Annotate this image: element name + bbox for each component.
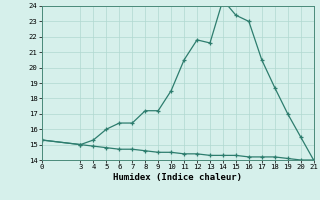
X-axis label: Humidex (Indice chaleur): Humidex (Indice chaleur) (113, 173, 242, 182)
